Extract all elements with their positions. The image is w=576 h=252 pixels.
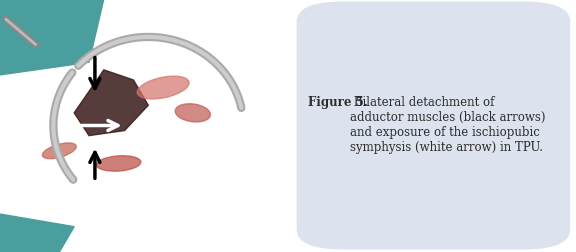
Text: Bilateral detachment of
adductor muscles (black arrows)
and exposure of the isch: Bilateral detachment of adductor muscles…: [350, 96, 545, 153]
Polygon shape: [0, 0, 104, 76]
Ellipse shape: [43, 143, 76, 159]
Ellipse shape: [137, 77, 189, 100]
Ellipse shape: [175, 104, 210, 122]
FancyBboxPatch shape: [297, 3, 570, 249]
Polygon shape: [0, 214, 74, 252]
Text: Figure 5.: Figure 5.: [308, 96, 368, 109]
Ellipse shape: [96, 156, 141, 172]
Polygon shape: [74, 71, 148, 136]
